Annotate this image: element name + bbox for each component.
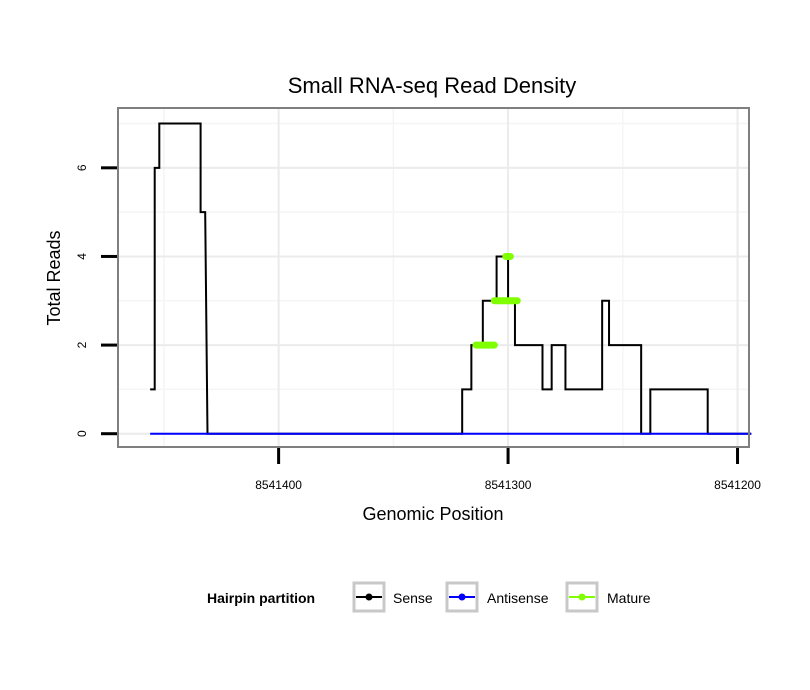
legend-point-sense (365, 593, 373, 601)
plot-panel-background (118, 108, 749, 447)
legend-item-sense: Sense (352, 581, 433, 613)
y-tick-label: 6 (75, 164, 89, 171)
x-axis-title: Genomic Position (362, 504, 503, 524)
legend-label-antisense: Antisense (487, 590, 549, 606)
chart-title: Small RNA-seq Read Density (288, 73, 577, 98)
legend-point-antisense (458, 593, 466, 601)
plot-panel (118, 108, 749, 447)
legend-item-mature: Mature (565, 581, 651, 613)
legend-label-mature: Mature (607, 590, 651, 606)
legend-key-sense (352, 581, 386, 613)
plot-panel-border (117, 107, 750, 448)
x-tick-label: 8541300 (485, 478, 532, 492)
x-tick-label: 8541400 (255, 478, 302, 492)
series-sense-line (150, 122, 752, 435)
legend-point-mature (578, 593, 586, 601)
legend: Hairpin partition Sense Antisense Mature (207, 581, 651, 613)
y-tick-label: 0 (75, 430, 89, 437)
grid-minor (118, 108, 749, 447)
x-tick-label: 8541200 (714, 478, 761, 492)
axis-ticks: 8541400 8541300 8541200 0 2 4 6 (75, 164, 761, 492)
y-tick-label: 2 (75, 341, 89, 348)
legend-item-antisense: Antisense (445, 581, 549, 613)
y-tick-label: 4 (75, 253, 89, 260)
legend-label-sense: Sense (393, 590, 433, 606)
series-layer (150, 122, 752, 435)
legend-title: Hairpin partition (207, 590, 315, 606)
y-axis-title: Total Reads (44, 230, 64, 325)
